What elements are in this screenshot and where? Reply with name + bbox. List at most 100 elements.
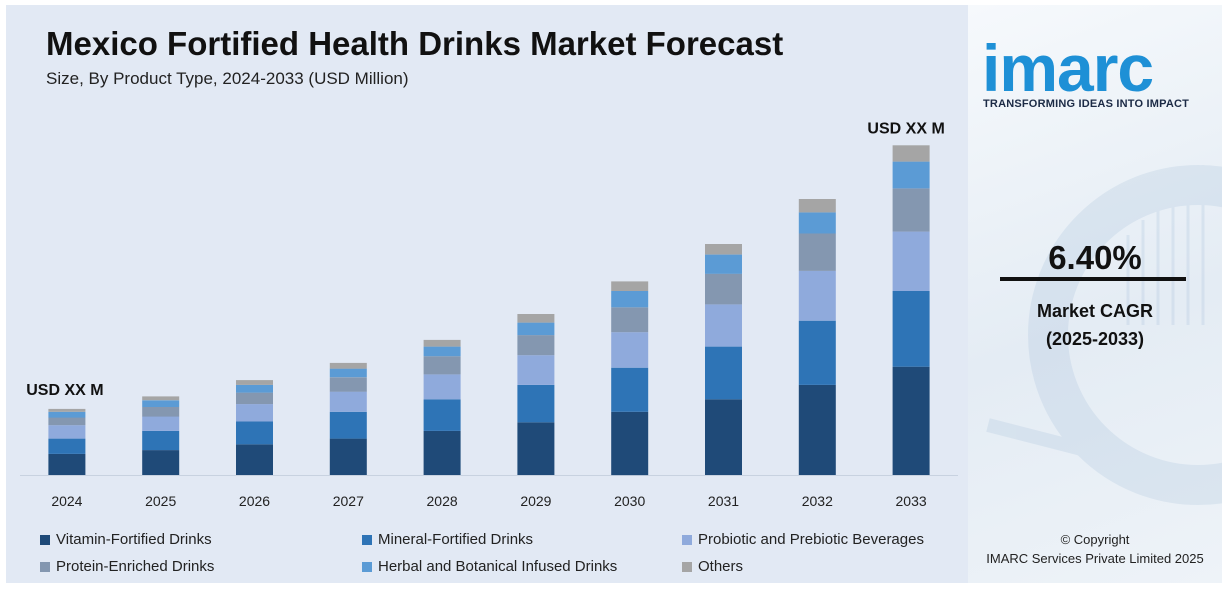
- bar-segment-2032-series-1: [798, 384, 836, 475]
- cagr-divider: [1000, 277, 1186, 281]
- bar-segment-2033-series-6: [892, 145, 930, 162]
- bar-segment-2028-series-5: [423, 346, 461, 357]
- copyright: © Copyright IMARC Services Private Limit…: [968, 530, 1222, 568]
- bar-segment-2033-series-5: [892, 161, 930, 189]
- bar-segment-2032-series-4: [798, 233, 836, 271]
- chart-legend: Vitamin-Fortified Drinks Mineral-Fortifie…: [40, 531, 970, 585]
- bar-segment-2028-series-1: [423, 430, 461, 475]
- first-bar-annotation: USD XX M: [26, 382, 103, 399]
- legend-swatch: [40, 561, 50, 572]
- bar-segment-2033-series-1: [892, 366, 930, 475]
- bar-segment-2030-series-4: [611, 307, 649, 333]
- bar-segment-2032-series-5: [798, 212, 836, 234]
- bar-segment-2026-series-4: [236, 392, 273, 405]
- bar-segment-2025-series-3: [142, 416, 180, 431]
- bar-segment-2024-series-2: [48, 438, 86, 454]
- legend-label: Probiotic and Prebiotic Beverages: [698, 531, 924, 548]
- bar-segment-2028-series-3: [423, 374, 461, 400]
- bar-segment-2024-series-1: [48, 453, 86, 475]
- x-tick-label-2027: 2027: [333, 493, 364, 509]
- bar-segment-2028-series-4: [423, 356, 461, 375]
- bar-segment-2025-series-2: [142, 430, 180, 451]
- last-bar-annotation: USD XX M: [867, 120, 944, 137]
- bar-segment-2031-series-6: [705, 244, 742, 255]
- bar-segment-2028-series-6: [423, 339, 461, 347]
- legend-label: Herbal and Botanical Infused Drinks: [378, 558, 618, 575]
- bar-segment-2024-series-4: [48, 417, 86, 426]
- x-tick-label-2032: 2032: [802, 493, 833, 509]
- bar-segment-2026-series-5: [236, 384, 273, 393]
- bar-segment-2029-series-5: [517, 322, 555, 336]
- x-tick-label-2031: 2031: [708, 493, 739, 509]
- bar-segment-2026-series-6: [236, 380, 273, 385]
- bar-segment-2029-series-4: [517, 335, 555, 356]
- bar-segment-2030-series-2: [611, 367, 649, 412]
- chart-panel: Mexico Fortified Health Drinks Market Fo…: [6, 5, 968, 583]
- bar-segment-2027-series-6: [329, 362, 367, 369]
- legend-item-1: Vitamin-Fortified Drinks: [40, 531, 212, 548]
- cagr-value: 6.40%: [1048, 239, 1142, 276]
- bar-segment-2031-series-1: [705, 399, 742, 475]
- legend-item-3: Probiotic and Prebiotic Beverages: [682, 531, 924, 548]
- bar-segment-2032-series-6: [798, 199, 836, 213]
- chart-subtitle: Size, By Product Type, 2024-2033 (USD Mi…: [46, 69, 409, 88]
- bar-segment-2026-series-1: [236, 444, 273, 475]
- bar-segment-2033-series-3: [892, 231, 930, 291]
- imarc-logo-icon: imarc: [982, 31, 1154, 103]
- cagr-label-line1: Market CAGR: [1036, 301, 1154, 321]
- x-tick-label-2029: 2029: [520, 493, 551, 509]
- bar-segment-2030-series-6: [611, 281, 649, 291]
- side-panel: imarc TRANSFORMING IDEAS INTO IMPACT 6.4…: [968, 5, 1222, 583]
- chart-title: Mexico Fortified Health Drinks Market Fo…: [46, 25, 784, 62]
- bar-segment-2025-series-4: [142, 407, 180, 417]
- x-tick-label-2024: 2024: [51, 493, 82, 509]
- x-tick-label-2025: 2025: [145, 493, 176, 509]
- bar-segment-2027-series-3: [329, 391, 367, 412]
- bar-segment-2029-series-3: [517, 355, 555, 385]
- bar-segment-2027-series-4: [329, 377, 367, 392]
- legend-swatch: [40, 534, 50, 545]
- bar-segment-2027-series-2: [329, 411, 367, 439]
- bar-segment-2032-series-2: [798, 320, 836, 385]
- bar-segment-2029-series-6: [517, 314, 555, 323]
- legend-item-4: Protein-Enriched Drinks: [40, 558, 214, 575]
- legend-label: Protein-Enriched Drinks: [56, 558, 215, 575]
- cagr-label-line2: (2025-2033): [1045, 329, 1145, 349]
- bar-segment-2031-series-5: [705, 254, 742, 274]
- bar-segment-2033-series-4: [892, 188, 930, 232]
- bar-segment-2030-series-3: [611, 332, 649, 368]
- bar-segment-2024-series-6: [48, 408, 86, 412]
- copyright-line2: IMARC Services Private Limited 2025: [986, 551, 1204, 566]
- legend-swatch: [682, 561, 692, 572]
- bar-segment-2030-series-1: [611, 411, 649, 476]
- bar-segment-2027-series-5: [329, 368, 367, 378]
- legend-item-6: Others: [682, 558, 743, 575]
- bar-segment-2025-series-5: [142, 400, 180, 407]
- bar-segment-2029-series-2: [517, 384, 555, 423]
- cagr-label: Market CAGR (2025-2033): [968, 297, 1222, 353]
- bar-segment-2032-series-3: [798, 270, 836, 321]
- bar-segment-2031-series-3: [705, 304, 742, 347]
- svg-text:imarc: imarc: [982, 31, 1153, 103]
- bar-segment-2028-series-2: [423, 399, 461, 431]
- legend-swatch: [362, 561, 372, 572]
- bar-segment-2026-series-3: [236, 404, 273, 422]
- x-tick-label-2028: 2028: [427, 493, 458, 509]
- legend-swatch: [682, 534, 692, 545]
- x-tick-label-2030: 2030: [614, 493, 645, 509]
- brand-tagline: TRANSFORMING IDEAS INTO IMPACT: [983, 98, 1190, 110]
- copyright-line1: © Copyright: [1060, 532, 1130, 547]
- x-tick-label-2033: 2033: [896, 493, 927, 509]
- legend-label: Vitamin-Fortified Drinks: [56, 531, 212, 548]
- legend-label: Mineral-Fortified Drinks: [378, 531, 534, 548]
- legend-item-5: Herbal and Botanical Infused Drinks: [362, 558, 617, 575]
- bar-segment-2031-series-4: [705, 273, 742, 305]
- bar-segment-2031-series-2: [705, 346, 742, 400]
- bar-segment-2027-series-1: [329, 438, 367, 475]
- bar-segment-2024-series-5: [48, 411, 86, 418]
- bar-chart: 2024 2025 2026 2027 2028 2029 2030 2031 2032 2033…: [20, 120, 958, 509]
- legend-item-2: Mineral-Fortified Drinks: [362, 531, 533, 548]
- background-chart-decoration-icon: [986, 165, 1222, 505]
- bar-segment-2029-series-1: [517, 422, 555, 475]
- bar-segment-2025-series-1: [142, 450, 180, 475]
